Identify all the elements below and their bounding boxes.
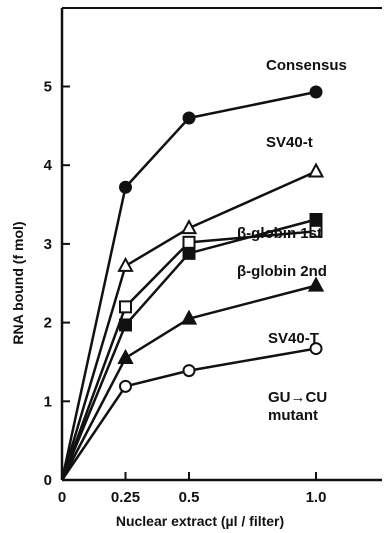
series-line [60, 347, 317, 481]
data-point [117, 256, 134, 272]
y-tick-label: 3 [44, 236, 52, 253]
series-line [60, 170, 317, 481]
x-tick-label: 0.5 [179, 489, 200, 506]
series-label: GU→CU [268, 389, 327, 406]
series-lines [60, 90, 317, 481]
data-point [309, 213, 323, 227]
y-tick-label: 5 [44, 79, 52, 96]
x-axis-title: Nuclear extract (µl / filter) [116, 513, 284, 529]
data-point [119, 318, 132, 332]
data-point [119, 379, 132, 393]
data-point [180, 219, 198, 235]
data-point [307, 276, 325, 292]
axis-ticks: 0 1 2 3 4 5 0 0.25 0.5 1.0 [44, 79, 327, 507]
data-point [119, 300, 132, 314]
series-label: β-globin 2nd [237, 263, 327, 280]
data-point [117, 348, 134, 365]
data-point [309, 342, 323, 356]
series-labels: Consensus SV40-t β-globin 1st β-globin 2nd S… [237, 57, 347, 424]
data-point [307, 162, 325, 178]
series-markers [117, 85, 325, 393]
y-tick-label: 1 [44, 393, 52, 410]
series-label: SV40-t [266, 134, 313, 151]
x-tick-label: 0.25 [111, 489, 140, 506]
data-point [182, 246, 196, 260]
series-label: mutant [268, 407, 318, 424]
series-label: SV40-T [268, 330, 319, 347]
x-tick-label: 0 [58, 489, 66, 506]
series-label: β-globin 1st [237, 225, 322, 242]
data-point [309, 85, 323, 99]
data-point [119, 180, 132, 194]
data-point [182, 235, 196, 249]
data-point [309, 224, 323, 238]
y-tick-label: 0 [44, 472, 52, 489]
data-point [180, 309, 198, 325]
x-tick-label: 1.0 [306, 489, 327, 506]
y-tick-label: 4 [44, 157, 53, 174]
series-label: Consensus [266, 57, 347, 74]
series-line [60, 230, 317, 481]
data-point [182, 364, 196, 378]
y-tick-label: 2 [44, 315, 52, 332]
series-line [60, 284, 317, 481]
series-line [60, 90, 317, 481]
data-point [182, 111, 196, 125]
y-axis-title: RNA bound (f mol) [10, 221, 26, 344]
